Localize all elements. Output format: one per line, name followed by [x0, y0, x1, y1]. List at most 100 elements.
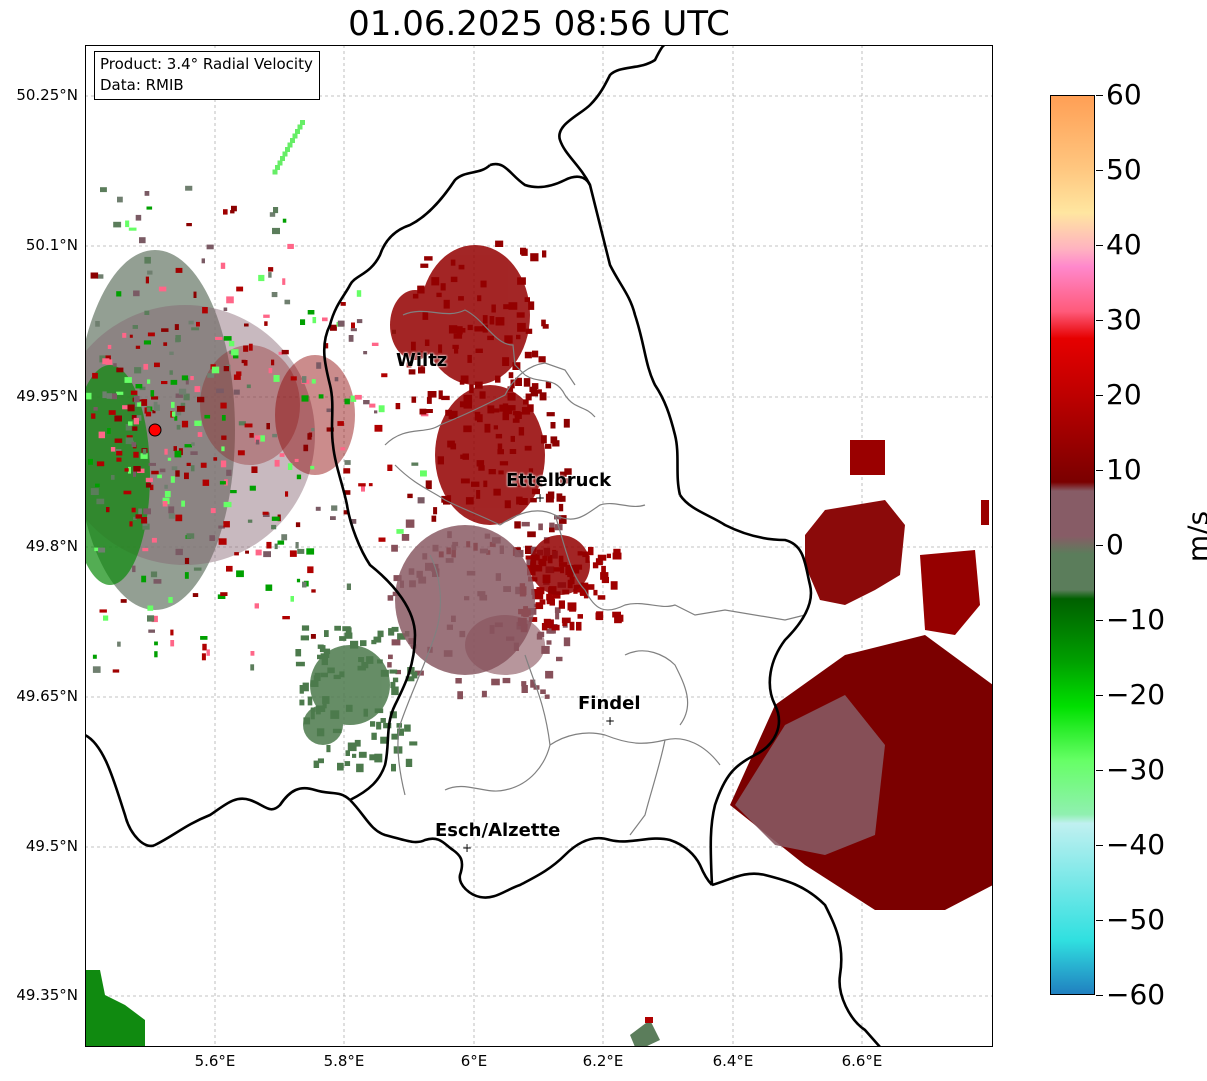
echo-speckle	[143, 340, 151, 345]
echo-speckle	[301, 395, 309, 402]
echo-speckle	[124, 468, 129, 472]
echo-speckle	[95, 483, 100, 488]
echo-speckle	[546, 599, 551, 605]
echo-speckle	[236, 570, 244, 578]
echo-speckle	[113, 363, 117, 367]
colorbar-tick-label: 30	[1106, 303, 1142, 336]
echo-speckle	[352, 753, 357, 758]
echo-speckle	[175, 548, 183, 556]
echo-speckle	[546, 628, 555, 634]
echo-speckle	[168, 506, 175, 514]
echo-speckle	[540, 689, 546, 694]
echo-speckle	[431, 515, 437, 522]
echo-speckle	[244, 323, 249, 327]
echo-speckle	[100, 187, 107, 193]
echo-speckle	[395, 403, 401, 410]
echo-speckle	[204, 414, 211, 419]
echo-speckle	[193, 291, 197, 298]
echo-speckle	[106, 507, 110, 513]
echo-speckle	[613, 548, 621, 558]
echo-speckle	[559, 495, 566, 502]
echo-speckle	[107, 344, 112, 349]
echo-speckle	[577, 614, 583, 619]
colorbar-tick-mark	[1096, 620, 1103, 621]
echo-speckle	[137, 468, 145, 473]
echo-speckle	[258, 435, 265, 442]
echo-speckle	[129, 334, 133, 338]
echo-speckle	[147, 332, 155, 337]
echo-speckle	[345, 750, 350, 756]
colorbar-tick-label: −50	[1106, 903, 1166, 936]
echo-speckle	[311, 589, 316, 593]
echo-speckle	[528, 617, 538, 622]
echo-speckle	[340, 447, 346, 451]
echo-speckle	[301, 625, 310, 631]
echo-speckle	[99, 609, 107, 613]
echo-speckle	[552, 591, 561, 599]
echo-speckle	[186, 533, 195, 539]
echo-speckle	[388, 628, 395, 636]
lon-label-6-4: 6.4°E	[712, 1052, 754, 1070]
echo-speckle	[596, 611, 604, 621]
lat-label-49-35: 49.35°N	[16, 986, 78, 1004]
echo-speckle	[154, 641, 158, 646]
echo-speckle	[368, 483, 373, 487]
echo-speckle	[273, 375, 280, 382]
echo-speckle	[337, 320, 345, 327]
echo-speckle	[116, 291, 122, 297]
echo-speckle	[417, 285, 425, 294]
echo-speckle	[530, 391, 539, 397]
echo-speckle	[408, 369, 416, 375]
colorbar-tick-mark	[1096, 170, 1103, 171]
echo-east-clusters	[730, 440, 993, 910]
echo-speckle	[164, 448, 168, 455]
echo-speckle	[526, 557, 531, 567]
echo-speckle	[380, 736, 389, 744]
echo-speckle	[153, 401, 158, 408]
colorbar-tick-label: −40	[1106, 828, 1166, 861]
echo-speckle	[158, 286, 167, 292]
echo-speckle	[223, 307, 228, 311]
echo-speckle	[383, 722, 392, 729]
echo-speckle	[334, 625, 341, 631]
colorbar-tick-label: 50	[1106, 153, 1142, 186]
echo-speckle	[343, 468, 351, 474]
echo-central-cluster	[395, 525, 545, 675]
echo-speckle	[144, 256, 151, 264]
radar-map[interactable]	[85, 45, 993, 1047]
echo-speckle	[153, 579, 162, 584]
echo-speckle	[588, 546, 594, 556]
echo-speckle	[221, 435, 227, 440]
echo-speckle	[297, 548, 305, 554]
echo-speckle	[350, 328, 357, 332]
lon-label-6-6: 6.6°E	[841, 1052, 883, 1070]
echo-speckle	[424, 256, 433, 261]
echo-speckle	[200, 462, 207, 468]
echo-speckle	[281, 349, 289, 355]
echo-speckle	[310, 465, 315, 470]
city-label-esch-alzette: Esch/Alzette	[435, 820, 561, 841]
echo-speckle	[551, 624, 560, 631]
echo-speckle	[350, 640, 359, 649]
city-marker-esch-alzette: +	[462, 841, 473, 855]
echo-speckle	[545, 670, 554, 679]
echo-speckle	[563, 637, 571, 647]
echo-speckle	[326, 408, 333, 413]
echo-speckle	[601, 565, 606, 574]
echo-speckle	[151, 537, 157, 543]
echo-speckle	[311, 428, 315, 432]
echo-speckle	[274, 459, 280, 467]
echo-speckle	[125, 437, 133, 445]
echo-speckle	[595, 558, 603, 566]
echo-speckle	[88, 458, 93, 465]
echo-speckle	[331, 505, 338, 511]
echo-speckle	[268, 272, 272, 278]
lat-label-49-65: 49.65°N	[16, 687, 78, 705]
colorbar-tick-label: 40	[1106, 228, 1142, 261]
echo-speckle	[271, 359, 275, 366]
echo-speckle	[141, 517, 148, 524]
echo-speckle	[406, 362, 412, 368]
echo-speckle	[391, 639, 401, 646]
echo-speckle	[114, 438, 123, 443]
echo-speckle	[206, 649, 210, 656]
